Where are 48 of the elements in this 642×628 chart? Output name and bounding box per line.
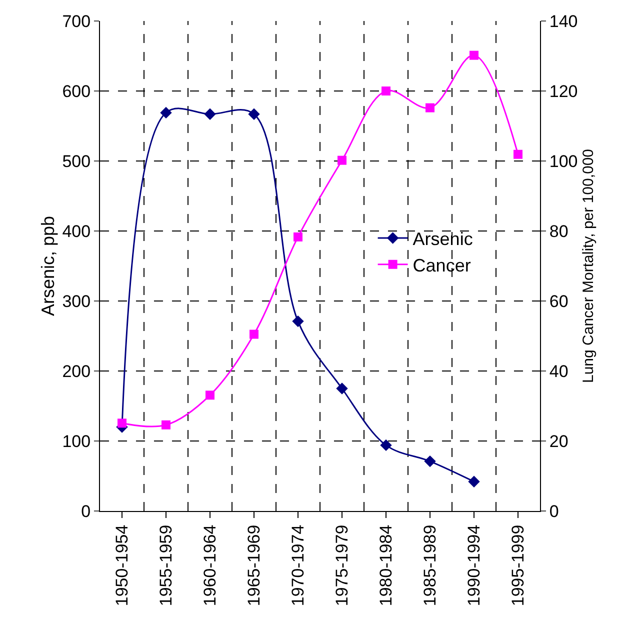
x-tick-label: 1970-1974	[288, 524, 308, 606]
point	[250, 330, 258, 339]
y-tick-label: 300	[62, 292, 91, 311]
y2-tick-label: 140	[549, 12, 578, 31]
point	[160, 106, 172, 119]
y-tick-label: 500	[62, 152, 91, 171]
point	[514, 150, 522, 159]
point	[206, 390, 214, 400]
point	[336, 382, 348, 394]
point	[248, 108, 260, 120]
point	[426, 103, 434, 112]
x-tick-label: 1950-1954	[112, 524, 132, 606]
x-tick-label: 1980-1984	[376, 524, 396, 606]
point	[470, 50, 478, 60]
y-tick-label: 100	[62, 432, 91, 451]
y-tick-label: 400	[62, 222, 91, 241]
y2-axis-title: Lung Cancer Mortality, per 100,000	[580, 148, 597, 384]
point	[294, 232, 302, 242]
y-axis-title: Arsenic, ppb	[38, 216, 58, 316]
legend-label: Arsenic	[412, 229, 473, 250]
point	[380, 439, 392, 452]
x-tick-label: 1995-1999	[508, 524, 528, 606]
y2-tick-label: 40	[549, 362, 568, 381]
y2-tick-label: 0	[549, 502, 559, 521]
x-tick-label: 1990-1994	[464, 524, 484, 606]
x-tick-label: 1975-1979	[332, 524, 352, 606]
point	[424, 455, 436, 468]
point	[468, 476, 480, 488]
x-tick-label: 1965-1969	[244, 524, 264, 606]
legend-label: Cancer	[412, 255, 471, 276]
point	[292, 315, 304, 328]
y-tick-label: 200	[62, 362, 91, 381]
point	[118, 418, 126, 428]
point	[338, 156, 346, 165]
point	[382, 86, 390, 96]
y2-tick-label: 80	[549, 222, 568, 241]
point	[204, 108, 216, 120]
x-tick-label: 1955-1959	[156, 524, 176, 606]
y2-tick-label: 20	[549, 432, 568, 451]
y2-tick-label: 120	[549, 82, 578, 101]
y-tick-label: 700	[62, 12, 91, 31]
point	[162, 420, 170, 430]
y-tick-label: 0	[81, 502, 91, 521]
y-tick-label: 600	[62, 82, 91, 101]
x-tick-label: 1960-1964	[200, 524, 220, 606]
y2-tick-label: 100	[549, 152, 578, 171]
x-tick-label: 1985-1989	[420, 524, 440, 606]
y2-tick-label: 60	[549, 292, 568, 311]
